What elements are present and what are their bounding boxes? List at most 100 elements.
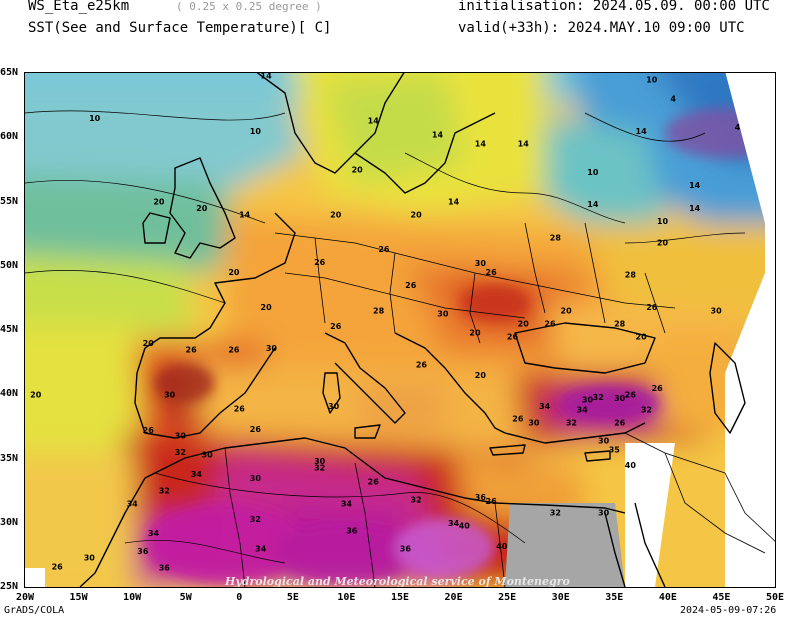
contour-label: 30 bbox=[437, 309, 449, 318]
contour-label: 30 bbox=[84, 553, 96, 562]
contour-label-text: 26 bbox=[646, 303, 658, 312]
contour-label: 14 bbox=[518, 140, 530, 149]
contour-label: 36 bbox=[346, 526, 358, 535]
contour-label-text: 30 bbox=[528, 419, 540, 428]
lon-label: 0 bbox=[236, 592, 243, 603]
contour-label-text: 30 bbox=[582, 395, 594, 404]
contour-label: 26 bbox=[186, 345, 198, 354]
no-data-southeast bbox=[625, 443, 675, 587]
contour-label: 26 bbox=[378, 245, 390, 254]
contour-label-text: 26 bbox=[652, 384, 664, 393]
valid-time: valid(+33h): 2024.MAY.10 09:00 UTC bbox=[458, 20, 745, 36]
contour-label-text: 32 bbox=[641, 406, 652, 415]
contour-label: 36 bbox=[475, 493, 487, 502]
contour-label: 20 bbox=[518, 320, 530, 329]
lat-label: 45N bbox=[0, 324, 19, 335]
contour-label: 30 bbox=[328, 402, 340, 411]
contour-label-text: 32 bbox=[314, 463, 325, 472]
contour-label: 30 bbox=[528, 419, 540, 428]
contour-label: 14 bbox=[475, 140, 487, 149]
contour-label-text: 26 bbox=[143, 426, 155, 435]
contour-label-text: 26 bbox=[512, 415, 524, 424]
contour-label-text: 34 bbox=[255, 544, 267, 553]
lon-label: 25E bbox=[498, 592, 517, 603]
contour-label-text: 32 bbox=[250, 515, 261, 524]
contour-label: 14 bbox=[689, 204, 701, 213]
contour-label: 14 bbox=[432, 131, 444, 140]
contour-label-text: 32 bbox=[159, 487, 170, 496]
contour-label: 10 bbox=[250, 127, 262, 136]
contour-label-text: 10 bbox=[587, 168, 599, 177]
contour-label-text: 26 bbox=[234, 404, 246, 413]
contour-label-text: 14 bbox=[432, 131, 444, 140]
contour-label: 34 bbox=[448, 519, 460, 528]
contour-label-text: 10 bbox=[89, 114, 101, 123]
contour-label-text: 20 bbox=[143, 339, 155, 348]
contour-label: 32 bbox=[314, 463, 325, 472]
lon-label: 15W bbox=[69, 592, 88, 603]
footer-timestamp: 2024-05-09-07:26 bbox=[680, 605, 777, 616]
sst-map-canvas: 14 10 10 14 14 14 20 14 10 14 4 4 10 14 14 10 20 14 14 20 20… bbox=[25, 73, 775, 587]
contour-label-text: 30 bbox=[202, 451, 214, 460]
contour-label: 26 bbox=[625, 390, 637, 399]
contour-label: 32 bbox=[593, 393, 604, 402]
contour-label-text: 14 bbox=[518, 140, 530, 149]
contour-label: 28 bbox=[625, 271, 637, 280]
contour-label-text: 30 bbox=[164, 390, 176, 399]
contour-label-text: 30 bbox=[328, 402, 340, 411]
contour-label: 30 bbox=[711, 307, 723, 316]
contour-label-text: 26 bbox=[625, 390, 637, 399]
contour-label-text: 30 bbox=[437, 309, 449, 318]
contour-label-text: 30 bbox=[475, 259, 487, 268]
contour-label-text: 30 bbox=[84, 553, 96, 562]
contour-label-text: 36 bbox=[400, 544, 412, 553]
initialisation-time: initialisation: 2024.05.09. 00:00 UTC bbox=[458, 0, 770, 14]
contour-label-text: 26 bbox=[507, 332, 519, 341]
contour-label: 10 bbox=[657, 217, 669, 226]
variable-name: SST(See and Surface Temperature)[ C] bbox=[28, 20, 332, 36]
no-data-southwest bbox=[25, 568, 45, 587]
contour-label: 26 bbox=[486, 268, 498, 277]
contour-label: 32 bbox=[566, 419, 577, 428]
lat-label: 60N bbox=[0, 131, 19, 143]
watermark-text: Hydrological and Meteorological service … bbox=[225, 575, 570, 588]
isotherm-contours bbox=[25, 110, 746, 564]
contour-label-text: 26 bbox=[368, 478, 380, 487]
contour-label: 10 bbox=[587, 168, 599, 177]
contour-label: 20 bbox=[475, 371, 487, 380]
lat-label: 55N bbox=[0, 195, 19, 207]
contour-label: 28 bbox=[550, 233, 562, 242]
contour-label-text: 30 bbox=[711, 307, 723, 316]
contour-label: 34 bbox=[341, 499, 353, 508]
contour-label-text: 36 bbox=[159, 564, 171, 573]
contour-label-text: 35 bbox=[609, 446, 621, 455]
lon-label: 50E bbox=[765, 592, 785, 603]
contour-label: 20 bbox=[657, 239, 669, 248]
contour-label: 26 bbox=[143, 426, 155, 435]
contour-label-text: 4 bbox=[735, 123, 741, 132]
contour-label: 20 bbox=[411, 210, 423, 219]
contour-label-text: 34 bbox=[448, 519, 460, 528]
contour-label: 4 bbox=[735, 123, 741, 132]
contour-label: 26 bbox=[405, 281, 417, 290]
contour-label: 26 bbox=[652, 384, 664, 393]
contour-label-text: 14 bbox=[689, 204, 701, 213]
contour-label-text: 4 bbox=[670, 95, 676, 104]
contour-label-text: 30 bbox=[614, 394, 626, 403]
contour-label: 35 bbox=[609, 446, 621, 455]
contour-label: 32 bbox=[250, 515, 261, 524]
no-data-egypt bbox=[505, 503, 625, 587]
contour-label: 26 bbox=[646, 303, 658, 312]
lon-label: 20W bbox=[15, 592, 35, 603]
contour-label-text: 28 bbox=[373, 307, 385, 316]
contour-label-text: 26 bbox=[330, 322, 342, 331]
contour-label: 40 bbox=[625, 461, 637, 470]
contour-label-text: 40 bbox=[496, 542, 508, 551]
lon-label: 10W bbox=[123, 592, 142, 603]
contour-label: 26 bbox=[234, 404, 246, 413]
contour-label-text: 26 bbox=[314, 258, 326, 267]
contour-label: 26 bbox=[52, 562, 64, 571]
footer-software: GrADS/COLA bbox=[4, 605, 65, 616]
contour-label: 36 bbox=[159, 564, 171, 573]
contour-label: 34 bbox=[539, 402, 551, 411]
